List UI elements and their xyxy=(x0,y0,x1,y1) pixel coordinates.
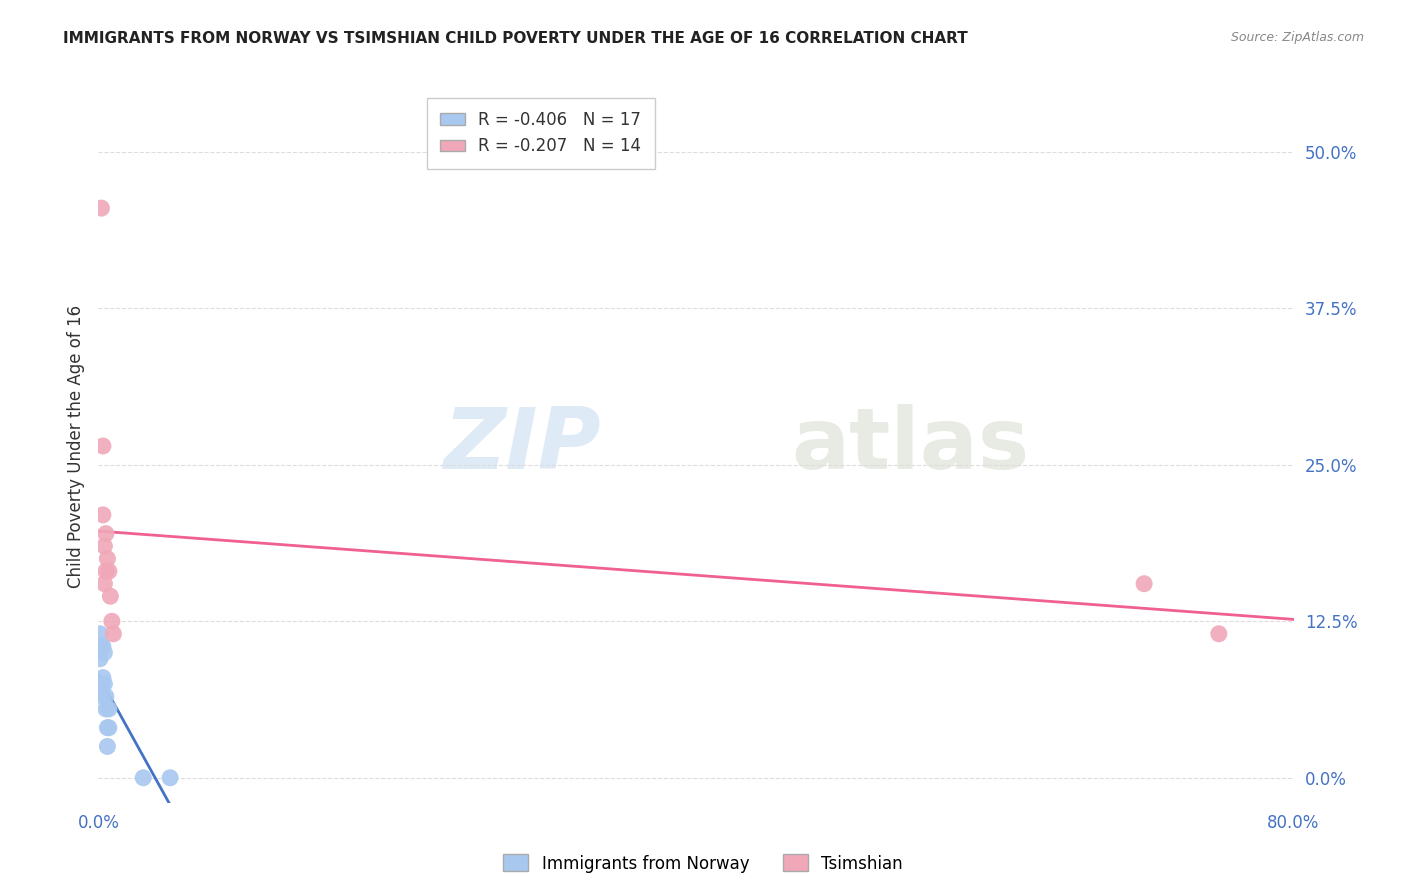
Point xyxy=(89,627,111,641)
Point xyxy=(93,539,115,553)
Point xyxy=(1133,576,1156,591)
Text: IMMIGRANTS FROM NORWAY VS TSIMSHIAN CHILD POVERTY UNDER THE AGE OF 16 CORRELATIO: IMMIGRANTS FROM NORWAY VS TSIMSHIAN CHIL… xyxy=(63,31,967,46)
Point xyxy=(98,589,122,603)
Point xyxy=(97,702,120,716)
Point xyxy=(97,564,120,578)
Point xyxy=(96,721,118,735)
Text: Source: ZipAtlas.com: Source: ZipAtlas.com xyxy=(1230,31,1364,45)
Point xyxy=(96,551,118,566)
Point xyxy=(90,640,112,654)
Legend: R = -0.406   N = 17, R = -0.207   N = 14: R = -0.406 N = 17, R = -0.207 N = 14 xyxy=(426,97,655,169)
Point xyxy=(91,671,114,685)
Point xyxy=(96,739,118,754)
Point xyxy=(90,677,112,691)
Point xyxy=(91,640,114,654)
Point xyxy=(93,646,115,660)
Point xyxy=(91,508,114,522)
Legend: Immigrants from Norway, Tsimshian: Immigrants from Norway, Tsimshian xyxy=(496,847,910,880)
Point xyxy=(93,576,115,591)
Point xyxy=(91,690,114,704)
Text: atlas: atlas xyxy=(792,404,1029,488)
Point xyxy=(94,564,117,578)
Point xyxy=(103,627,125,641)
Point xyxy=(89,652,111,666)
Point xyxy=(101,614,124,628)
Point xyxy=(159,771,181,785)
Point xyxy=(91,439,114,453)
Point xyxy=(93,677,115,691)
Y-axis label: Child Poverty Under the Age of 16: Child Poverty Under the Age of 16 xyxy=(66,304,84,588)
Point xyxy=(94,526,117,541)
Point xyxy=(97,721,120,735)
Point xyxy=(94,702,117,716)
Text: ZIP: ZIP xyxy=(443,404,600,488)
Point xyxy=(1208,627,1230,641)
Point xyxy=(90,201,112,215)
Point xyxy=(94,690,117,704)
Point xyxy=(132,771,155,785)
